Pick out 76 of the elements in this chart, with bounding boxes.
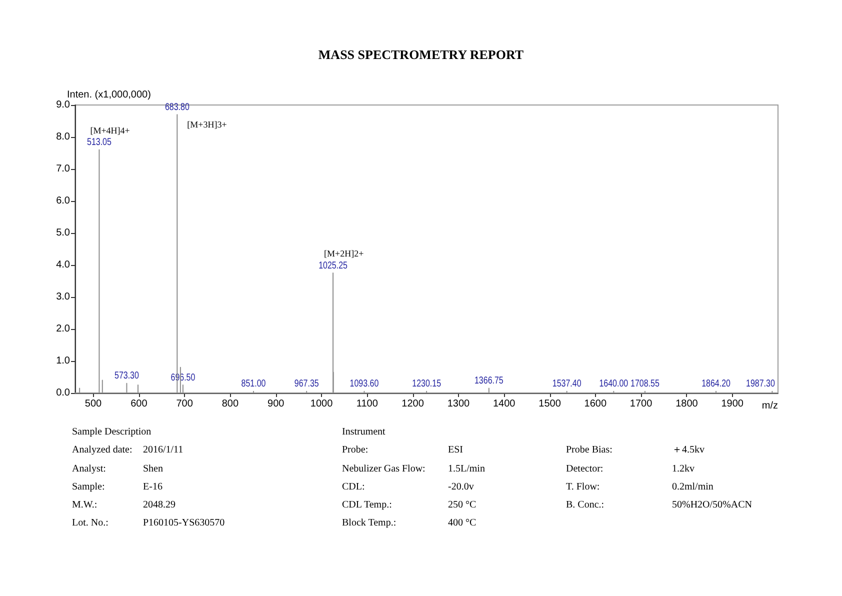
y-tick-label: 3.0 [56,292,70,302]
y-tick-label: 6.0 [56,196,70,206]
annotation: 683.80 [164,101,190,112]
text: -20.0v [448,482,474,492]
y-tick-label: 8.0 [56,132,70,142]
text: Instrument [342,426,386,438]
annotation: 1025.25 [318,259,348,271]
text: E-16 [143,482,162,492]
text: 50%H2O/50%ACN [672,500,752,510]
annotation: 851.00 [241,378,266,389]
y-tick-label: 1.0 [56,356,70,366]
text: Detector: [566,464,604,474]
x-tick-label: 1200 [402,398,424,410]
annotation: [M+2H]2+ [324,248,364,258]
text: Analyst: [72,464,106,474]
text: P160105-YS630570 [143,518,225,528]
x-tick-label: 1900 [721,398,744,410]
x-axis-title: m/z [762,400,778,412]
text: CDL: [342,482,365,492]
annotation: 1864.20 [702,378,730,389]
text: 1.2kv [672,464,694,474]
annotation: 1366.75 [474,374,504,386]
text: 400 °C [448,518,476,528]
x-tick-label: 700 [176,398,194,410]
annotation: 1708.55 [630,378,660,389]
x-tick-label: 600 [130,398,148,410]
text: Lot. No.: [72,518,108,528]
text: 2048.29 [143,500,176,510]
annotation: 1093.60 [350,378,379,389]
text: Nebulizer Gas Flow: [342,464,426,474]
x-tick-label: 800 [222,398,239,410]
text: T. Flow: [566,482,600,492]
text: M.W.: [72,500,98,510]
y-tick-label: 4.0 [56,260,70,270]
annotation: 1537.40 [552,378,582,389]
text: 250 °C [448,500,476,510]
text: 1.5L/min [448,464,485,474]
text: Probe Bias: [566,444,612,456]
text: Sample Description [72,426,152,438]
annotation: 967.35 [294,378,319,389]
x-tick-label: 1300 [447,398,470,410]
annotation: [M+3H]3+ [187,120,227,130]
y-tick-label: 9.0 [56,100,70,110]
x-tick-label: 500 [84,398,102,410]
text: ESI [448,444,463,456]
text: B. Conc.: [566,500,604,510]
text: CDL Temp.: [342,500,392,510]
x-tick-label: 1500 [538,398,562,410]
x-tick-label: 1700 [630,398,653,410]
x-tick-label: 1100 [356,398,378,410]
text: 0.2ml/min [672,482,714,492]
annotation: 573.30 [114,370,139,381]
text: Sample: [72,482,105,492]
x-tick-label: 1600 [584,398,607,410]
y-tick-label: 2.0 [56,324,70,334]
text: Shen [143,464,163,474]
y-tick-label: 0.0 [56,388,70,398]
y-axis-title: Inten. (x1,000,000) [67,90,151,101]
annotation: 1230.15 [412,378,442,389]
annotation: 1987.30 [746,378,775,389]
text: ＋4.5kv [672,444,704,456]
text: 2016/1/11 [143,444,184,456]
chart-title: MASS SPECTROMETRY REPORT [318,47,524,62]
x-tick-label: 900 [268,398,285,410]
annotation: 696.50 [170,371,196,383]
y-tick-label: 7.0 [56,164,70,174]
annotation: [M+4H]4+ [90,125,130,136]
annotation: 513.05 [86,136,112,148]
text: Block Temp.: [342,518,396,528]
x-tick-label: 1400 [492,398,516,410]
x-tick-label: 1000 [310,398,334,410]
annotation: 1640.00 [599,378,628,389]
text: Probe: [342,444,368,456]
x-tick-label: 1800 [676,398,698,410]
y-tick-label: 5.0 [56,228,70,238]
text: Analyzed date: [72,444,132,456]
